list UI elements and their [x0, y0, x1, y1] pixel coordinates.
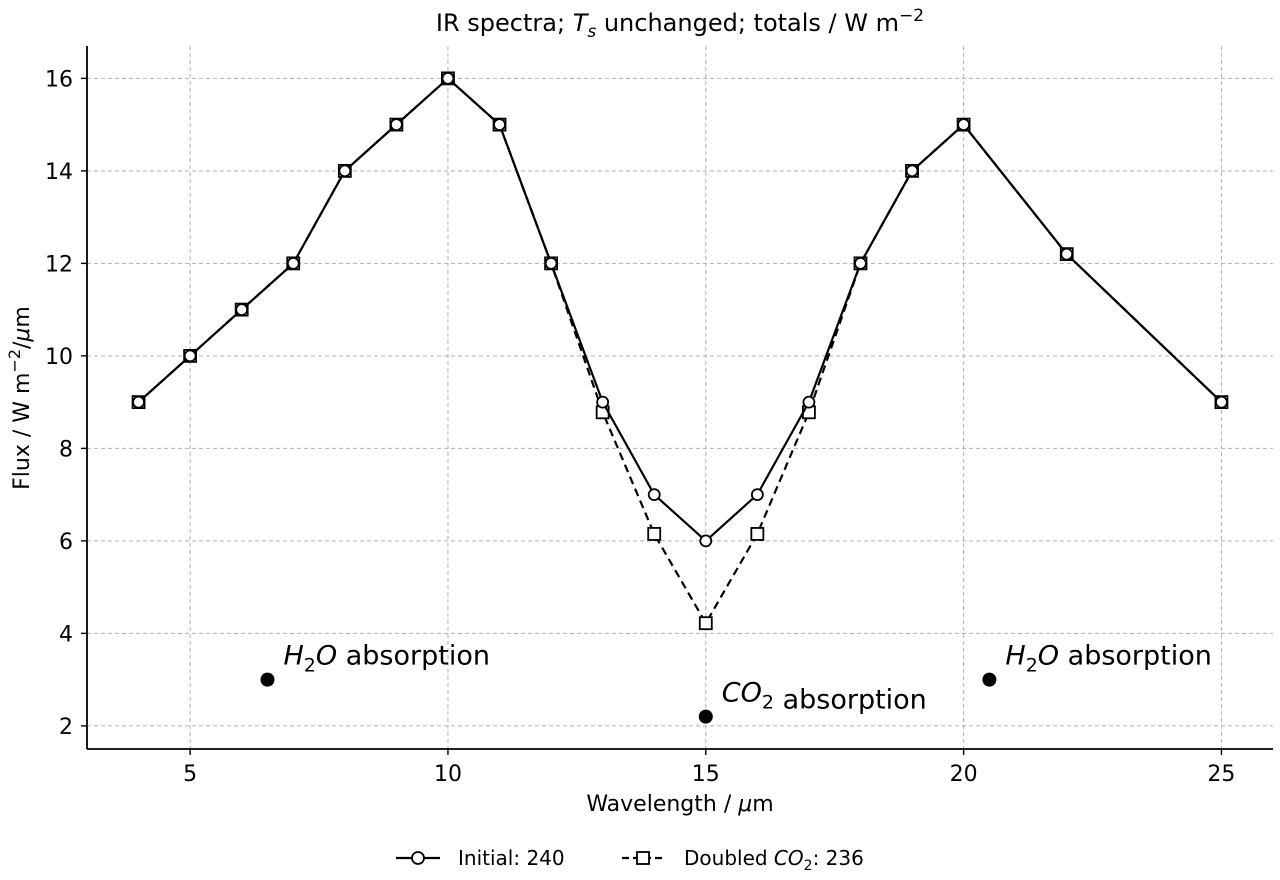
annotation-label: H2O absorption	[283, 641, 489, 677]
annotation-label: H2O absorption	[1005, 641, 1211, 677]
data-point-square	[698, 616, 713, 631]
data-point-circle	[441, 71, 455, 85]
data-point-circle	[235, 303, 249, 317]
y-tick-label: 10	[45, 345, 73, 370]
data-point-circle	[596, 395, 610, 409]
series-line	[137, 77, 1223, 625]
data-point-circle	[854, 256, 867, 270]
data-point-circle	[905, 164, 919, 178]
y-tick-label: 6	[59, 530, 73, 555]
y-tick-label: 2	[59, 715, 73, 740]
data-point-circle	[1215, 395, 1228, 409]
legend-entry-initial: Initial: 240	[396, 846, 565, 870]
data-point-circle	[286, 256, 300, 270]
data-point-circle	[132, 395, 145, 409]
x-tick-label: 5	[183, 762, 197, 787]
data-point-circle	[1060, 247, 1074, 261]
annotations: H2O absorption CO2 absorption H2O absorpti…	[260, 641, 1212, 724]
series-line	[137, 77, 1223, 543]
data-point-circle	[493, 118, 506, 132]
data-point-square	[647, 527, 662, 541]
data-point-circle	[389, 118, 403, 132]
y-tick-label: 12	[45, 252, 73, 277]
x-axis-label: Wavelength / μm	[586, 792, 773, 817]
y-tick-label: 8	[59, 437, 73, 462]
y-tick-label: 4	[59, 622, 73, 647]
data-point-square	[750, 527, 765, 541]
y-axis-label: Flux / W m−2/μm	[5, 306, 35, 490]
y-tick-label: 16	[45, 67, 73, 92]
x-tick-label: 15	[692, 762, 720, 787]
annotation-label: CO2 absorption	[722, 678, 927, 716]
data-point-circle	[647, 488, 661, 502]
annotation-dot	[260, 672, 275, 687]
legend-marker-circle	[411, 851, 425, 865]
data-point-circle	[699, 534, 713, 548]
axes: 5 10 15 20 25 2 4 6 8 10 12 14 16	[45, 46, 1273, 787]
data-point-circle	[750, 488, 764, 502]
data-point-circle	[338, 164, 352, 178]
chart-title: IR spectra; Ts unchanged; totals / W m−2	[436, 6, 924, 42]
x-tick-label: 25	[1207, 762, 1235, 787]
data-point-circle	[544, 256, 558, 270]
x-tick-label: 20	[950, 762, 978, 787]
legend-label-initial: Initial: 240	[458, 846, 565, 870]
annotation-dot	[982, 672, 997, 687]
legend-label-doubled-co2: Doubled CO2: 236	[684, 846, 864, 874]
data-point-circle	[802, 395, 816, 409]
x-tick-label: 10	[434, 762, 462, 787]
series-doubled-co2	[131, 71, 1229, 631]
legend-marker-square	[636, 851, 650, 865]
series-layer	[131, 71, 1229, 631]
series-initial	[132, 71, 1228, 548]
annotation-dot	[698, 709, 713, 724]
y-tick-label: 14	[45, 160, 73, 185]
data-point-circle	[957, 118, 971, 132]
data-point-circle	[183, 349, 197, 363]
legend: Initial: 240 Doubled CO2: 236	[396, 846, 864, 874]
legend-entry-doubled-co2: Doubled CO2: 236	[622, 846, 864, 874]
